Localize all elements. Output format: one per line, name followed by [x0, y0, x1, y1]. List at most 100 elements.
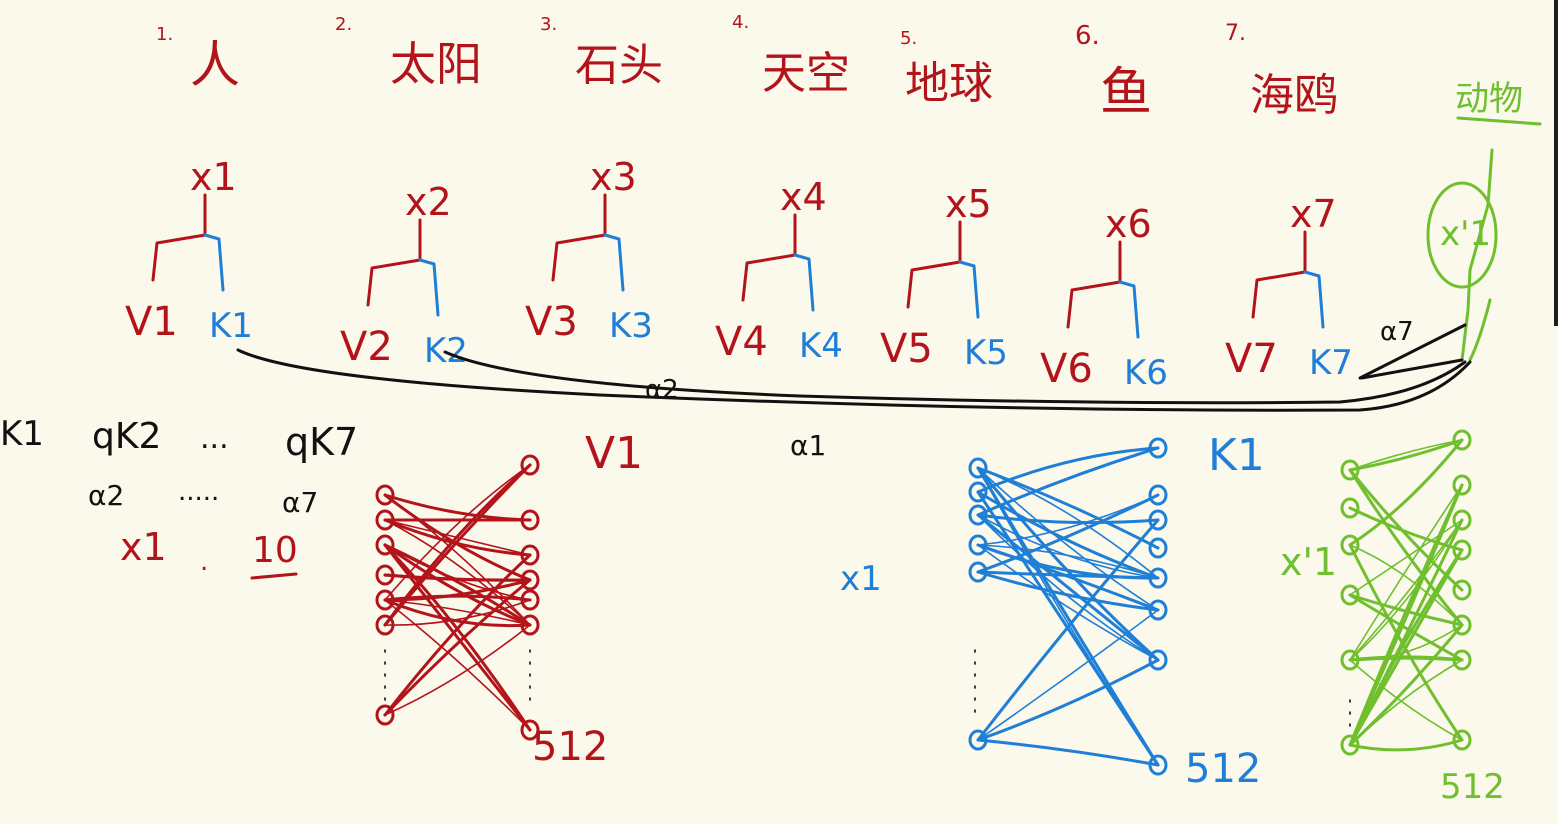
word-number: 3. [540, 14, 557, 35]
v-branch [551, 233, 607, 282]
note-dot: . [200, 547, 208, 577]
connection [384, 624, 531, 716]
word-number: 1. [156, 24, 173, 45]
word-number: 2. [335, 14, 352, 35]
word-number: 6. [1075, 21, 1100, 51]
connection [1348, 468, 1464, 627]
connection [1348, 483, 1464, 747]
connection [1349, 439, 1463, 471]
word-diqiu: 地球 [905, 58, 993, 109]
connection [1348, 655, 1464, 662]
neuron [1340, 734, 1360, 756]
connection [384, 599, 531, 626]
neuron [1148, 484, 1168, 506]
connection [1348, 438, 1464, 547]
connection [1349, 519, 1463, 661]
connection [1349, 484, 1463, 661]
connection [1349, 519, 1463, 661]
token-k-label: K6 [1124, 353, 1168, 393]
connection [976, 513, 1160, 525]
word-ren: 人 [190, 36, 240, 94]
neuron [520, 509, 540, 531]
neuron [968, 481, 988, 503]
token-unit: x1 V1 K1 [125, 155, 253, 346]
neuron [1148, 437, 1168, 459]
neuron [1340, 459, 1360, 481]
connection [1349, 519, 1463, 596]
red-network [375, 454, 540, 741]
neuron [1452, 579, 1472, 601]
connection [976, 466, 1160, 767]
neuron [520, 544, 540, 566]
token-k-label: K1 [209, 306, 253, 346]
underline-dongwu [1456, 116, 1542, 126]
connection [976, 543, 1160, 580]
token-v-label: V2 [340, 324, 393, 370]
neuron [968, 457, 988, 479]
connection [1348, 518, 1464, 747]
connection [976, 466, 1160, 550]
neuron [1340, 497, 1360, 519]
word-taiyang: 太阳 [390, 37, 482, 91]
connection [383, 573, 532, 582]
connection [383, 578, 532, 717]
blue-network [968, 437, 1168, 776]
token-k-label: K5 [964, 333, 1008, 373]
neuron [520, 719, 540, 741]
label-alpha2: α2 [645, 375, 679, 405]
connection [384, 464, 531, 601]
note-ten: 10 [252, 530, 298, 571]
curve-alpha1 [236, 348, 1472, 412]
note-alpha7: α7 [282, 486, 318, 519]
connection [1349, 544, 1463, 626]
note-k1: K1 [0, 414, 44, 454]
connection [1349, 659, 1463, 741]
v-branch [151, 233, 207, 282]
connection [383, 543, 532, 627]
token-x-label: x3 [590, 155, 637, 199]
connection [977, 544, 1159, 661]
neuron [375, 534, 395, 556]
token-k-label: K7 [1309, 343, 1353, 383]
word-shitou: 石头 [575, 40, 663, 91]
connection [1348, 543, 1464, 742]
note-dots: ... [200, 421, 229, 456]
neuron [1148, 754, 1168, 776]
token-unit: x6 V6 K6 [1040, 202, 1168, 393]
connection [976, 446, 1160, 517]
connection [976, 493, 1160, 574]
neuron [520, 569, 540, 591]
token-v-label: V1 [125, 299, 178, 345]
k-branch [1303, 270, 1325, 329]
connection [383, 598, 532, 628]
token-x-label: x7 [1290, 192, 1337, 236]
neuron [968, 504, 988, 526]
mid-labels: V1 K1 x1 x'1 [585, 428, 1337, 599]
note-alpha2: α2 [88, 479, 124, 512]
token-x-label: x5 [945, 182, 992, 226]
token-k-label: K4 [799, 326, 843, 366]
connection [1348, 468, 1464, 592]
green-token-circle [1426, 181, 1498, 289]
red-net-output-label: 512 [532, 724, 608, 770]
connection [976, 570, 1160, 612]
connection [1348, 738, 1464, 752]
neuron [375, 704, 395, 726]
v-branch [1251, 270, 1307, 319]
label-alpha7: α7 [1380, 317, 1414, 347]
v-branch [1066, 280, 1122, 329]
neuron [1452, 729, 1472, 751]
connection [383, 543, 532, 732]
token-unit: x4 V4 K4 [715, 175, 843, 366]
neuron [375, 484, 395, 506]
token-unit: x7 V7 K7 [1225, 192, 1353, 383]
connection [976, 513, 1160, 662]
connection [976, 658, 1160, 742]
k-branch [203, 233, 225, 292]
token-unit: x5 V5 K5 [880, 182, 1008, 373]
token-v-label: V7 [1225, 336, 1278, 382]
green-network [1340, 429, 1472, 756]
